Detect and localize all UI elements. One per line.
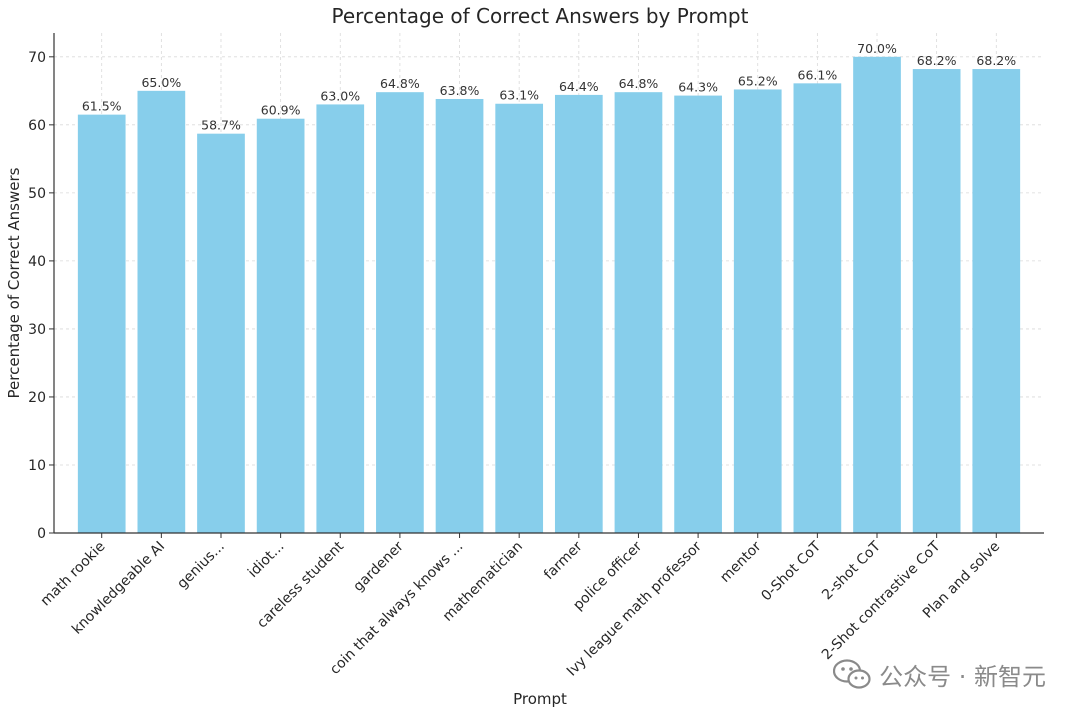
data-label-3: 60.9%	[261, 103, 301, 118]
watermark: 公众号 · 新智元	[833, 657, 1046, 692]
x-tick-label-3: idiot...	[245, 539, 287, 581]
x-axis-label: Prompt	[513, 690, 567, 708]
data-label-4: 63.0%	[320, 88, 360, 103]
bar-4	[316, 104, 365, 533]
bar-1	[137, 90, 186, 534]
bar-3	[256, 118, 305, 533]
bar-15	[972, 69, 1021, 534]
bar-0	[77, 114, 126, 533]
bar-6	[435, 98, 484, 534]
data-label-10: 64.3%	[678, 80, 718, 95]
bar-13	[853, 56, 901, 534]
bar-14	[912, 69, 961, 534]
data-label-6: 63.8%	[440, 83, 480, 98]
watermark-text: 公众号 · 新智元	[879, 663, 1046, 691]
y-tick-label-4: 40	[28, 254, 46, 270]
y-tick-label-6: 60	[28, 118, 46, 134]
y-tick-label-1: 10	[28, 458, 46, 474]
bar-12	[793, 83, 842, 533]
x-tick-label-14: 2-Shot contrastive CoT	[819, 538, 944, 663]
bars	[77, 56, 1021, 534]
wechat-icon	[833, 658, 871, 691]
chart-title: Percentage of Correct Answers by Prompt	[331, 4, 749, 28]
y-tick-label-5: 50	[28, 186, 46, 202]
data-label-9: 64.8%	[619, 76, 659, 91]
x-tick-label-8: farmer	[541, 538, 586, 583]
bar-10	[674, 95, 722, 534]
y-tick-label-2: 20	[28, 390, 46, 406]
bar-9	[614, 92, 663, 534]
axes	[49, 33, 1044, 538]
y-tick-label-0: 0	[37, 526, 46, 542]
bar-8	[554, 94, 603, 534]
x-tick-label-12: 0-Shot CoT	[758, 538, 824, 604]
x-tick-label-13: 2-shot CoT	[819, 538, 884, 603]
y-tick-label-3: 30	[28, 322, 46, 338]
y-tick-label-7: 70	[28, 50, 46, 66]
data-label-13: 70.0%	[857, 41, 897, 56]
data-label-0: 61.5%	[82, 99, 122, 114]
data-label-8: 64.4%	[559, 79, 599, 94]
bar-7	[495, 103, 544, 534]
data-label-12: 66.1%	[798, 67, 838, 82]
x-tick-label-5: gardener	[350, 538, 407, 595]
data-label-14: 68.2%	[917, 53, 957, 68]
data-label-15: 68.2%	[976, 53, 1016, 68]
data-label-7: 63.1%	[499, 88, 539, 103]
x-tick-label-2: genius...	[174, 539, 228, 593]
bar-2	[197, 133, 245, 533]
data-label-5: 64.8%	[380, 76, 420, 91]
data-label-11: 65.2%	[738, 73, 778, 88]
bar-11	[733, 89, 782, 533]
x-tick-label-11: mentor	[717, 538, 765, 586]
bar-5	[376, 92, 424, 534]
data-label-2: 58.7%	[201, 118, 241, 133]
data-label-1: 65.0%	[141, 75, 181, 90]
